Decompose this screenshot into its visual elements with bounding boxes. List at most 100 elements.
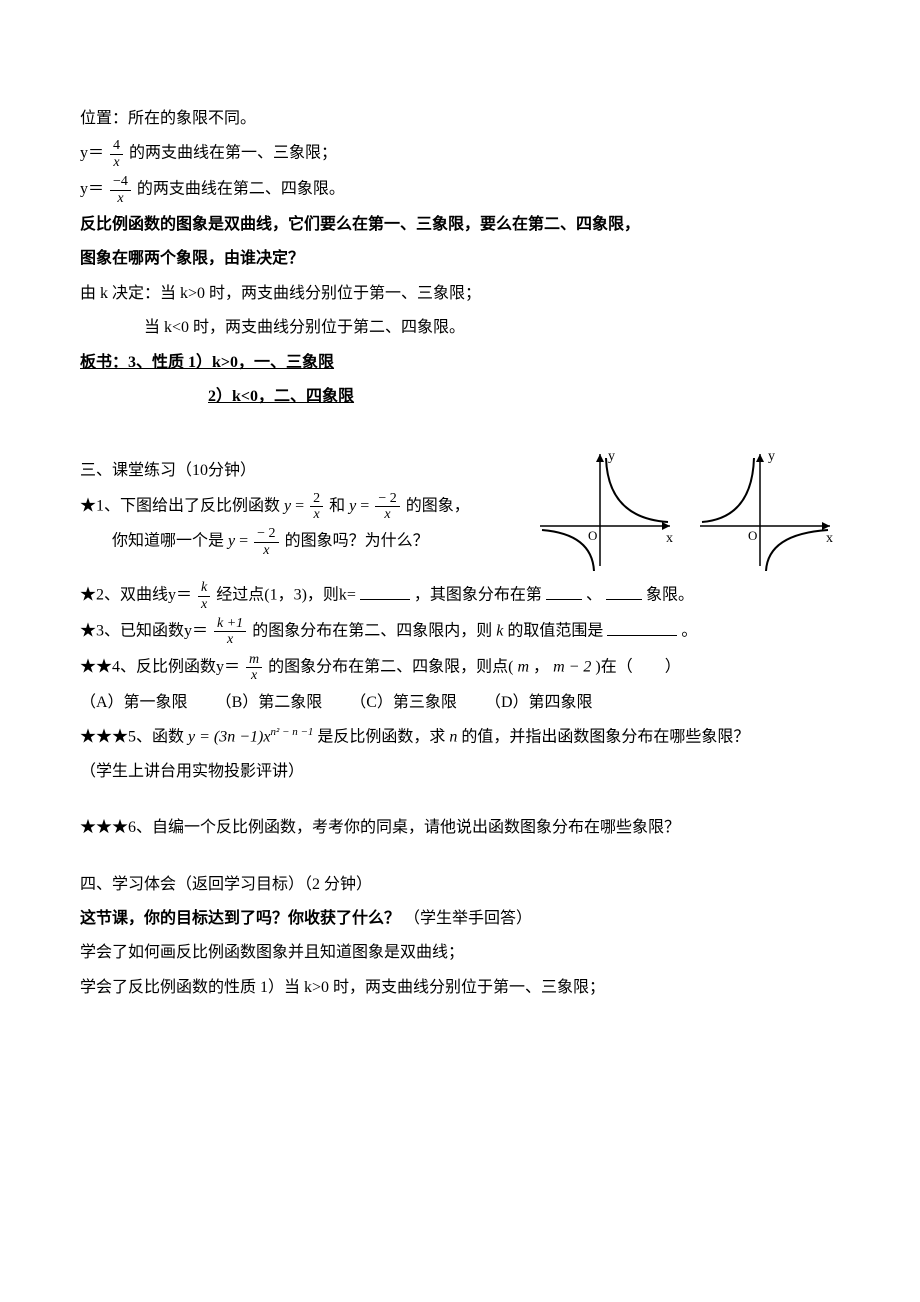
var-y: y xyxy=(228,533,235,550)
numerator: k xyxy=(198,580,210,596)
hyperbola-q13-graph: y x O xyxy=(530,446,680,576)
line-y-neg4x: y＝ −4 x 的两支曲线在第二、四象限。 xyxy=(80,174,840,206)
text: 和 xyxy=(329,497,349,514)
text: 的两支曲线在第一、三象限； xyxy=(129,145,337,162)
text: 经过点(1，3)，则k= xyxy=(216,587,356,604)
text: ★3、已知函数y＝ xyxy=(80,623,208,640)
learned-2: 学会了反比例函数的性质 1）当 k>0 时，两支曲线分别位于第一、三象限； xyxy=(80,973,840,1003)
numerator: − 2 xyxy=(254,526,278,542)
choice-a: （A）第一象限 xyxy=(80,688,188,718)
text: 的图象， xyxy=(406,497,470,514)
section-3-title: 三、课堂练习（10分钟） xyxy=(80,456,526,486)
text: （学生举手回答） xyxy=(404,910,532,927)
text: 的图象分布在第二、四象限，则点( xyxy=(268,658,513,675)
text: 的图象吗？为什么？ xyxy=(285,533,429,550)
q4: ★★4、反比例函数y＝ m x 的图象分布在第二、四象限，则点( m ， m −… xyxy=(80,652,840,684)
denominator: x xyxy=(110,191,131,206)
q5: ★★★5、函数 y = (3n −1)xn² − n −1 是反比例函数，求 n… xyxy=(80,722,840,753)
choice-d: （D）第四象限 xyxy=(485,688,593,718)
expr: = (3n −1)x xyxy=(199,728,270,745)
var-y: y xyxy=(349,497,356,514)
text: ， xyxy=(533,658,553,675)
line-y-4x: y＝ 4 x 的两支曲线在第一、三象限； xyxy=(80,138,840,170)
fraction-m-x: m x xyxy=(246,652,262,684)
bold-statement-2: 图象在哪两个象限，由谁决定？ xyxy=(80,244,840,274)
text: 的图象分布在第二、四象限内，则 xyxy=(252,623,492,640)
denominator: x xyxy=(254,543,278,558)
q4-choices: （A）第一象限 （B）第二象限 （C）第三象限 （D）第四象限 xyxy=(80,688,840,718)
fraction-neg2-x: − 2 x xyxy=(254,526,278,558)
k-decides-2: 当 k<0 时，两支曲线分别位于第二、四象限。 xyxy=(80,313,840,343)
text: 是反比例函数，求 xyxy=(317,728,445,745)
hyperbola-q24-graph: y x O xyxy=(690,446,840,576)
exponent: n² − n −1 xyxy=(270,726,313,738)
bold-statement-1: 反比例函数的图象是双曲线，它们要么在第一、三象限，要么在第二、四象限， xyxy=(80,210,840,240)
eq: = xyxy=(295,497,308,514)
svg-text:y: y xyxy=(608,449,615,464)
numerator: k +1 xyxy=(214,616,246,632)
var-n: n xyxy=(449,728,457,745)
text: ★★4、反比例函数y＝ xyxy=(80,658,240,675)
eq: = xyxy=(239,533,252,550)
svg-text:O: O xyxy=(588,528,597,543)
choice-c: （C）第三象限 xyxy=(350,688,457,718)
q1-line1: ★1、下图给出了反比例函数 y = 2 x 和 y = − 2 x 的图象， xyxy=(80,491,526,523)
text: y＝ xyxy=(80,145,104,162)
text: 。 xyxy=(681,623,697,640)
text: ★1、下图给出了反比例函数 xyxy=(80,497,284,514)
var-m: m xyxy=(517,658,529,675)
q2: ★2、双曲线y＝ k x 经过点(1，3)，则k= ，其图象分布在第 、 象限。 xyxy=(80,580,840,612)
numerator: 4 xyxy=(110,138,123,154)
choice-b: （B）第二象限 xyxy=(216,688,323,718)
line-position: 位置：所在的象限不同。 xyxy=(80,104,840,134)
denominator: x xyxy=(110,155,123,170)
denominator: x xyxy=(375,507,399,522)
text: )在（ ） xyxy=(595,658,680,675)
reflection-q: 这节课，你的目标达到了吗？你收获了什么？ （学生举手回答） xyxy=(80,904,840,934)
svg-text:x: x xyxy=(826,531,833,546)
bold-text: 这节课，你的目标达到了吗？你收获了什么？ xyxy=(80,910,400,927)
graphs-container: y x O y x O xyxy=(530,446,840,576)
denominator: x xyxy=(214,632,246,647)
var-k: k xyxy=(496,623,503,640)
fraction-neg4-x: −4 x xyxy=(110,174,131,206)
q3: ★3、已知函数y＝ k +1 x 的图象分布在第二、四象限内，则 k 的取值范围… xyxy=(80,616,840,648)
fraction-k1-x: k +1 x xyxy=(214,616,246,648)
text: 象限。 xyxy=(646,587,694,604)
text: 的两支曲线在第二、四象限。 xyxy=(137,181,345,198)
blank xyxy=(546,583,582,600)
numerator: m xyxy=(246,652,262,668)
expr-m-2: m − 2 xyxy=(553,658,591,675)
text: 的取值范围是 xyxy=(507,623,603,640)
text: y＝ xyxy=(80,181,104,198)
fraction-4-x: 4 x xyxy=(110,138,123,170)
eq: = xyxy=(360,497,373,514)
q5-note: （学生上讲台用实物投影评讲） xyxy=(80,757,840,787)
board-line-1: 板书：3、性质 1）k>0，一、三象限 xyxy=(80,348,840,378)
blank xyxy=(607,619,677,636)
k-decides-1: 由 k 决定：当 k>0 时，两支曲线分别位于第一、三象限； xyxy=(80,279,840,309)
svg-text:O: O xyxy=(748,528,757,543)
text: ★★★5、函数 xyxy=(80,728,188,745)
blank xyxy=(606,583,642,600)
text: ，其图象分布在第 xyxy=(414,587,542,604)
exercise-row: 三、课堂练习（10分钟） ★1、下图给出了反比例函数 y = 2 x 和 y =… xyxy=(80,452,840,576)
board-line-2: 2）k<0，二、四象限 xyxy=(80,382,840,412)
blank xyxy=(360,583,410,600)
q6: ★★★6、自编一个反比例函数，考考你的同桌，请他说出函数图象分布在哪些象限？ xyxy=(80,813,840,843)
text: 你知道哪一个是 xyxy=(112,533,228,550)
numerator: − 2 xyxy=(375,491,399,507)
denominator: x xyxy=(246,668,262,683)
fraction-2-x: 2 x xyxy=(310,491,323,523)
text: 、 xyxy=(586,587,602,604)
text: ★2、双曲线y＝ xyxy=(80,587,192,604)
fraction-k-x: k x xyxy=(198,580,210,612)
page: 位置：所在的象限不同。 y＝ 4 x 的两支曲线在第一、三象限； y＝ −4 x… xyxy=(0,0,920,1302)
svg-text:y: y xyxy=(768,449,775,464)
fraction-neg2-x: − 2 x xyxy=(375,491,399,523)
var-y: y xyxy=(188,728,195,745)
var-y: y xyxy=(284,497,291,514)
q1-line2: 你知道哪一个是 y = − 2 x 的图象吗？为什么？ xyxy=(80,526,526,558)
numerator: −4 xyxy=(110,174,131,190)
text: 的值，并指出函数图象分布在哪些象限？ xyxy=(461,728,749,745)
